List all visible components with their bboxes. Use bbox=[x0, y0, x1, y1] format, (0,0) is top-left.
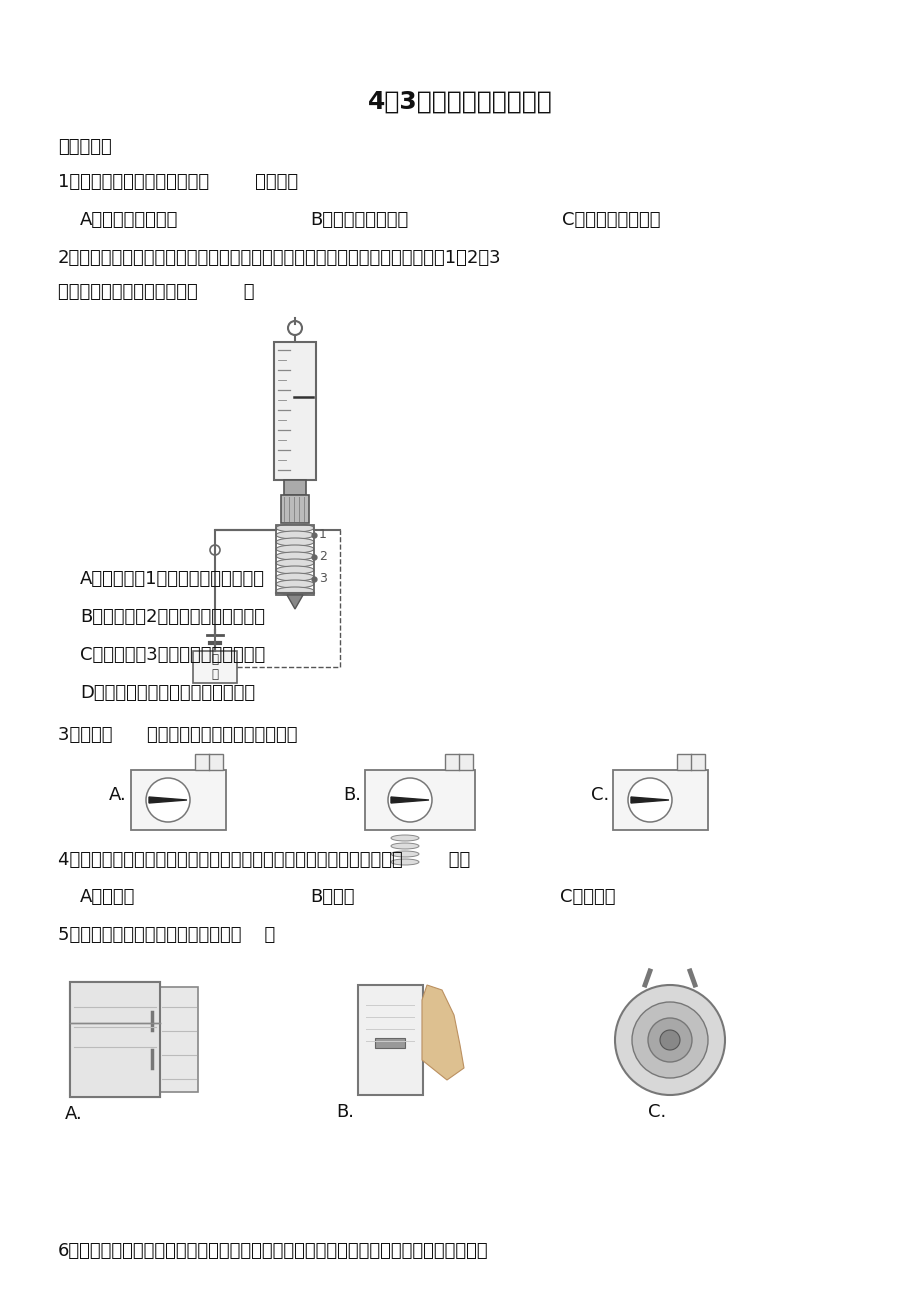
Text: 1: 1 bbox=[319, 529, 326, 542]
Circle shape bbox=[647, 1018, 691, 1062]
Text: B．转子的转动方向: B．转子的转动方向 bbox=[310, 211, 408, 229]
Bar bbox=[445, 754, 472, 769]
Text: 2．将铁块挂在弹簧测力计下方并置于电磁铁的上方（如下图），分别用开关连接1、2、3: 2．将铁块挂在弹簧测力计下方并置于电磁铁的上方（如下图），分别用开关连接1、2、… bbox=[58, 249, 501, 267]
Text: 5．下列物体中，利用磁铁发声的是（    ）: 5．下列物体中，利用磁铁发声的是（ ） bbox=[58, 926, 275, 944]
Bar bbox=[280, 495, 309, 523]
Text: A．转子的转动速度: A．转子的转动速度 bbox=[80, 211, 178, 229]
Text: 3: 3 bbox=[319, 573, 326, 586]
Circle shape bbox=[146, 779, 190, 822]
Ellipse shape bbox=[276, 559, 313, 566]
Text: C．奥斯特: C．奥斯特 bbox=[560, 888, 615, 906]
Text: 6．如图所示，有甲乙丙三个物体悬挂在空中，当甲靠近乙时吸引，乙与丙靠近时排斥，根: 6．如图所示，有甲乙丙三个物体悬挂在空中，当甲靠近乙时吸引，乙与丙靠近时排斥，根 bbox=[58, 1242, 488, 1260]
Text: 开
关: 开 关 bbox=[211, 654, 219, 681]
Circle shape bbox=[631, 1003, 708, 1078]
Text: 4．发现通电导线能够产生磁，从而打开人类使用电能大门的科学家是（        ）。: 4．发现通电导线能够产生磁，从而打开人类使用电能大门的科学家是（ ）。 bbox=[58, 852, 470, 868]
Text: C.: C. bbox=[647, 1103, 665, 1121]
Ellipse shape bbox=[391, 842, 418, 849]
Bar bbox=[274, 342, 315, 480]
Ellipse shape bbox=[391, 835, 418, 841]
Ellipse shape bbox=[276, 566, 313, 574]
Circle shape bbox=[628, 779, 671, 822]
Text: A．爱迪生: A．爱迪生 bbox=[80, 888, 135, 906]
Ellipse shape bbox=[276, 573, 313, 581]
Bar bbox=[375, 1038, 404, 1048]
Ellipse shape bbox=[391, 859, 418, 865]
Ellipse shape bbox=[276, 538, 313, 546]
Polygon shape bbox=[422, 986, 463, 1079]
Bar bbox=[357, 986, 423, 1095]
Text: A.: A. bbox=[108, 786, 127, 805]
Polygon shape bbox=[287, 595, 302, 609]
Bar bbox=[195, 754, 222, 769]
Circle shape bbox=[210, 546, 220, 555]
Text: 一、选择题: 一、选择题 bbox=[58, 138, 111, 156]
Ellipse shape bbox=[276, 523, 313, 533]
Text: B．伏特: B．伏特 bbox=[310, 888, 354, 906]
Ellipse shape bbox=[276, 531, 313, 539]
Text: A．开关连接1，弹簧测力计示数变小: A．开关连接1，弹簧测力计示数变小 bbox=[80, 570, 265, 589]
Circle shape bbox=[659, 1030, 679, 1049]
Text: 三个点，下列说法正确的是（        ）: 三个点，下列说法正确的是（ ） bbox=[58, 283, 255, 301]
Text: B.: B. bbox=[343, 786, 360, 805]
Bar bbox=[73, 986, 157, 1094]
Polygon shape bbox=[630, 797, 668, 803]
Bar bbox=[365, 769, 474, 829]
Bar bbox=[70, 982, 160, 1098]
Polygon shape bbox=[391, 797, 428, 803]
Bar bbox=[276, 525, 313, 595]
Bar bbox=[612, 769, 708, 829]
Polygon shape bbox=[149, 797, 187, 803]
Bar bbox=[284, 480, 306, 495]
Ellipse shape bbox=[276, 546, 313, 553]
Text: 1．电动机输出的动力大小和（        ）无关。: 1．电动机输出的动力大小和（ ）无关。 bbox=[58, 173, 298, 191]
Ellipse shape bbox=[276, 579, 313, 589]
Ellipse shape bbox=[391, 852, 418, 857]
Circle shape bbox=[614, 986, 724, 1095]
Text: A.: A. bbox=[65, 1105, 83, 1124]
Ellipse shape bbox=[276, 587, 313, 595]
Text: B.: B. bbox=[335, 1103, 354, 1121]
Ellipse shape bbox=[276, 552, 313, 560]
Bar bbox=[676, 754, 704, 769]
Bar bbox=[130, 769, 226, 829]
Text: C．开关连接3，弹簧测力计示数最大: C．开关连接3，弹簧测力计示数最大 bbox=[80, 646, 265, 664]
Bar bbox=[160, 987, 198, 1092]
Text: B．开关连接2，弹簧测力计示数最大: B．开关连接2，弹簧测力计示数最大 bbox=[80, 608, 265, 626]
Text: 2: 2 bbox=[319, 551, 326, 564]
Text: C.: C. bbox=[590, 786, 608, 805]
Circle shape bbox=[388, 779, 432, 822]
Text: C．输入的电流大小: C．输入的电流大小 bbox=[562, 211, 660, 229]
Bar bbox=[193, 651, 237, 684]
Text: D．不连接时，弹簧测力计示数最大: D．不连接时，弹簧测力计示数最大 bbox=[80, 684, 255, 702]
Text: 3．以下（      ）装置小磁针偏转的角度最大。: 3．以下（ ）装置小磁针偏转的角度最大。 bbox=[58, 727, 297, 743]
Text: 4．3电和磁（同步练习）: 4．3电和磁（同步练习） bbox=[368, 90, 551, 115]
